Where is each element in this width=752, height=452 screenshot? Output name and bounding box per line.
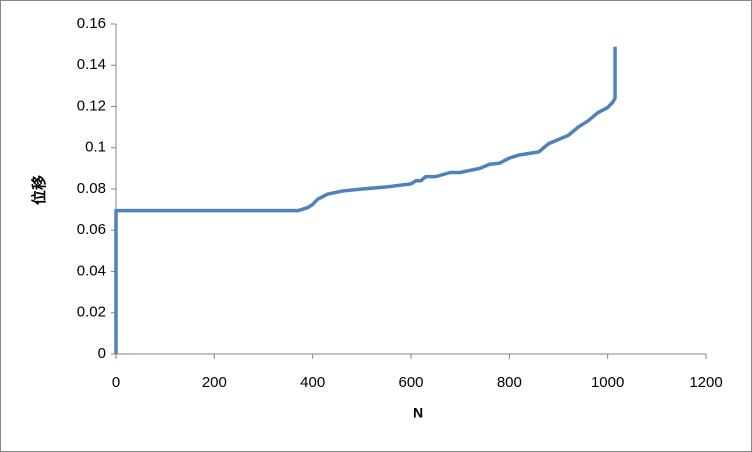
x-tick-label: 200 — [202, 374, 227, 391]
x-tick-label: 400 — [300, 374, 325, 391]
y-tick-label: 0.02 — [77, 304, 106, 321]
x-tick-label: 1000 — [591, 374, 624, 391]
y-tick-label: 0.1 — [85, 139, 106, 156]
y-tick-label: 0.04 — [77, 262, 106, 279]
y-tick-label: 0.12 — [77, 97, 106, 114]
y-tick-label: 0.16 — [77, 15, 106, 32]
x-tick-label: 1200 — [689, 374, 722, 391]
y-tick-label: 0.06 — [77, 221, 106, 238]
data-line — [114, 46, 617, 354]
x-tick-label: 600 — [398, 374, 423, 391]
y-tick-label: 0.08 — [77, 180, 106, 197]
x-tick-label: 800 — [497, 374, 522, 391]
y-tick-label: 0.14 — [77, 56, 106, 73]
y-axis-title: 位移 — [30, 175, 48, 205]
x-tick-label: 0 — [112, 374, 120, 391]
y-tick-label: 0 — [98, 345, 106, 362]
x-axis-title: N — [413, 405, 423, 421]
